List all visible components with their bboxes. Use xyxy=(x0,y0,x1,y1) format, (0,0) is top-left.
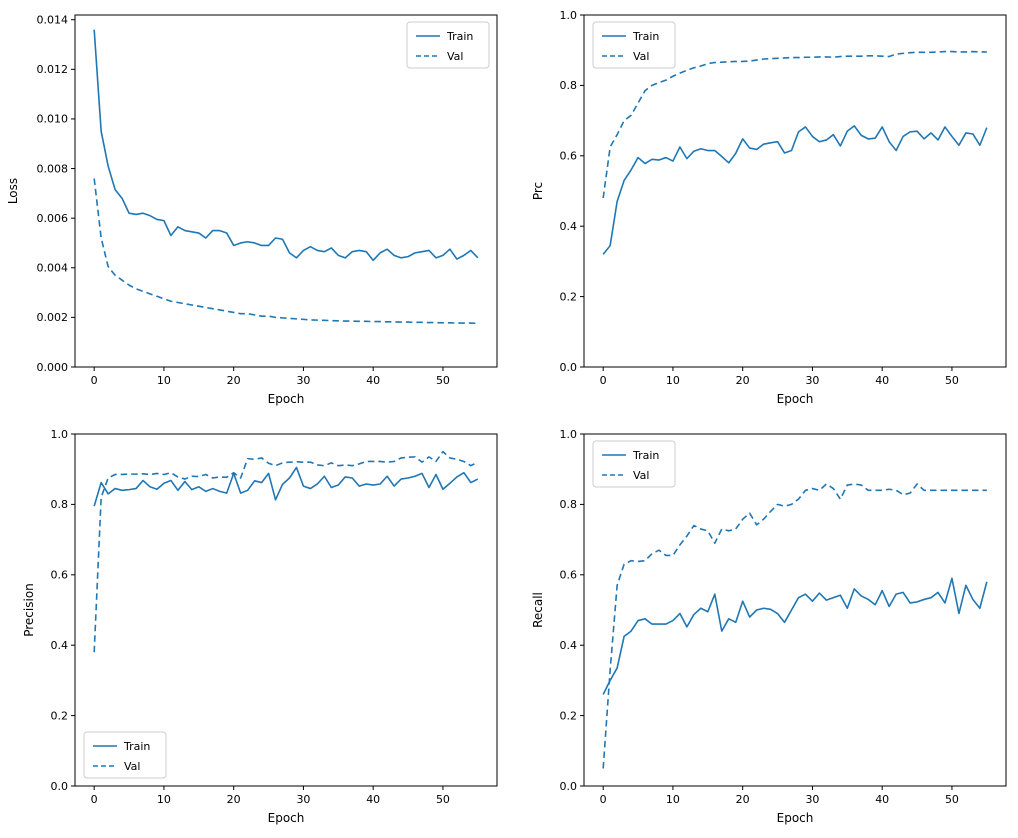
loss-y-tick-label: 0.006 xyxy=(37,212,69,225)
prc-y-tick-label: 0.4 xyxy=(560,220,578,233)
loss-train-line xyxy=(93,29,479,262)
prc-y-axis-label: Prc xyxy=(531,182,545,200)
recall-train-line xyxy=(602,577,988,695)
loss-x-axis-label: Epoch xyxy=(268,392,305,406)
loss-x-tick-label: 10 xyxy=(157,374,171,387)
precision-x-tick-label: 0 xyxy=(91,793,98,806)
prc-x-tick-label: 50 xyxy=(945,374,959,387)
loss-val-line xyxy=(93,178,478,325)
prc-x-tick-label: 10 xyxy=(666,374,680,387)
prc-x-tick-label: 0 xyxy=(600,374,607,387)
loss-plot-border xyxy=(74,14,498,368)
prc-x-tick-label: 30 xyxy=(805,374,819,387)
recall-y-tick-label: 0.2 xyxy=(560,709,578,722)
recall-legend: Train Val xyxy=(592,440,676,488)
recall-x-tick-label: 0 xyxy=(600,793,607,806)
prc-val-line xyxy=(602,50,987,199)
recall-y-tick-label: 0.6 xyxy=(560,569,578,582)
loss-legend-val-label: Val xyxy=(447,50,463,63)
precision-y-tick-label: 0.0 xyxy=(51,780,69,793)
prc-x-tick-label: 20 xyxy=(736,374,750,387)
prc-legend-val-label: Val xyxy=(633,50,649,63)
precision-y-tick-label: 0.6 xyxy=(51,569,69,582)
prc-x-axis-label: Epoch xyxy=(777,392,814,406)
precision-y-tick-label: 0.4 xyxy=(51,639,69,652)
recall-y-tick-label: 0.0 xyxy=(560,780,578,793)
recall-y-tick-label: 1.0 xyxy=(560,428,578,441)
recall-legend-train-label: Train xyxy=(632,449,659,462)
prc-y-tick-label: 1.0 xyxy=(560,9,578,22)
prc-plot-border xyxy=(583,14,1007,368)
precision-x-tick-label: 30 xyxy=(296,793,310,806)
recall-x-tick-label: 40 xyxy=(875,793,889,806)
loss-chart: 0 10 20 30 40 50 0.000 0.002 0.004 0.006 0.008 0.01… xyxy=(6,14,498,406)
precision-train-line xyxy=(93,466,479,507)
loss-y-tick-label: 0.014 xyxy=(37,14,69,27)
prc-y-tick-label: 0.8 xyxy=(560,79,578,92)
loss-y-tick-label: 0.012 xyxy=(37,63,69,76)
recall-x-tick-label: 20 xyxy=(736,793,750,806)
prc-chart: 0 10 20 30 40 50 0.0 0.2 0.4 0.6 0.8 1.0 Epoch Prc Tra… xyxy=(531,9,1007,406)
recall-x-tick-label: 30 xyxy=(805,793,819,806)
loss-y-tick-label: 0.004 xyxy=(37,262,69,275)
loss-y-axis-label: Loss xyxy=(6,178,20,204)
precision-legend-val-label: Val xyxy=(124,760,140,773)
loss-x-tick-label: 40 xyxy=(366,374,380,387)
precision-val-line xyxy=(93,450,479,653)
precision-y-axis-label: Precision xyxy=(22,583,36,637)
precision-legend: Train Val xyxy=(83,731,167,779)
prc-legend-train-label: Train xyxy=(632,30,659,43)
recall-x-axis-label: Epoch xyxy=(777,811,814,825)
recall-legend-val-label: Val xyxy=(633,469,649,482)
loss-y-tick-label: 0.000 xyxy=(37,361,69,374)
precision-y-tick-label: 1.0 xyxy=(51,428,69,441)
recall-chart: 0 10 20 30 40 50 0.0 0.2 0.4 0.6 0.8 1.0 Epoch Recall… xyxy=(531,428,1007,825)
prc-legend: Train Val xyxy=(592,21,676,69)
loss-y-tick-label: 0.008 xyxy=(37,162,69,175)
precision-legend-train-label: Train xyxy=(123,740,150,753)
precision-y-tick-label: 0.2 xyxy=(51,709,69,722)
recall-x-tick-label: 10 xyxy=(666,793,680,806)
loss-y-tick-label: 0.010 xyxy=(37,113,69,126)
recall-y-tick-label: 0.4 xyxy=(560,639,578,652)
recall-x-tick-label: 50 xyxy=(945,793,959,806)
loss-x-tick-label: 30 xyxy=(296,374,310,387)
prc-x-tick-label: 40 xyxy=(875,374,889,387)
loss-y-tick-label: 0.002 xyxy=(37,311,69,324)
recall-plot-border xyxy=(583,433,1007,787)
loss-legend-train-label: Train xyxy=(446,30,473,43)
precision-x-axis-label: Epoch xyxy=(268,811,305,825)
prc-y-tick-label: 0.2 xyxy=(560,290,578,303)
prc-train-line xyxy=(602,125,988,255)
prc-y-tick-label: 0.6 xyxy=(560,150,578,163)
precision-x-tick-label: 10 xyxy=(157,793,171,806)
precision-y-tick-label: 0.8 xyxy=(51,498,69,511)
loss-x-tick-label: 20 xyxy=(227,374,241,387)
precision-x-tick-label: 40 xyxy=(366,793,380,806)
precision-x-tick-label: 50 xyxy=(436,793,450,806)
loss-legend: Train Val xyxy=(406,21,490,69)
recall-val-line xyxy=(602,483,987,769)
precision-plot-border xyxy=(74,433,498,787)
precision-x-tick-label: 20 xyxy=(227,793,241,806)
recall-y-tick-label: 0.8 xyxy=(560,498,578,511)
loss-x-tick-label: 0 xyxy=(91,374,98,387)
precision-chart: 0 10 20 30 40 50 0.0 0.2 0.4 0.6 0.8 1.0 Epoch Precis… xyxy=(22,428,498,825)
prc-y-tick-label: 0.0 xyxy=(560,361,578,374)
loss-x-tick-label: 50 xyxy=(436,374,450,387)
recall-y-axis-label: Recall xyxy=(531,592,545,628)
